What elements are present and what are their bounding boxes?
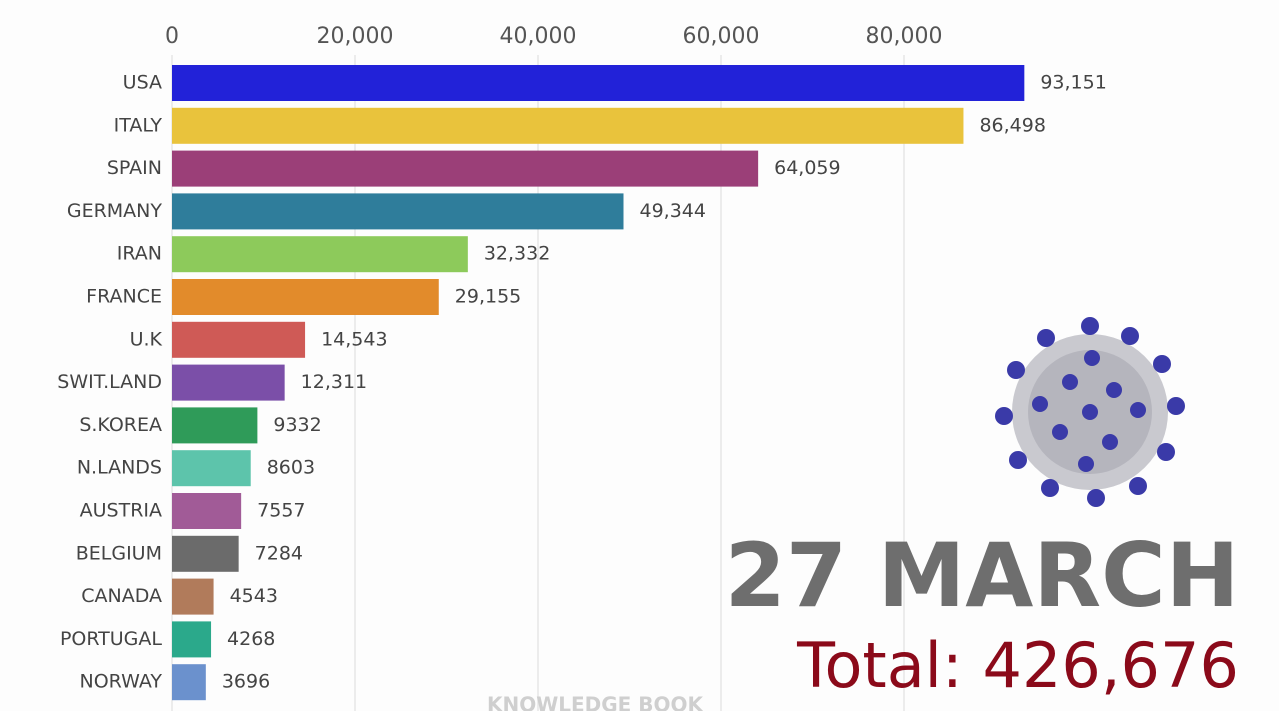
category-label: GERMANY bbox=[67, 200, 163, 222]
value-label: 14,543 bbox=[321, 328, 387, 350]
bar bbox=[172, 107, 964, 144]
x-tick-label: 40,000 bbox=[500, 24, 577, 49]
bars: USA 93,151 ITALY 86,498 SPAIN 64,059 GERMANY 49… bbox=[57, 65, 1107, 701]
category-label: S.KOREA bbox=[79, 414, 162, 436]
virus-icon bbox=[995, 317, 1185, 507]
category-label: BELGIUM bbox=[76, 542, 162, 564]
x-tick-label: 80,000 bbox=[866, 24, 943, 49]
value-label: 7557 bbox=[257, 500, 305, 522]
value-label: 49,344 bbox=[639, 200, 705, 222]
bar bbox=[172, 321, 306, 358]
bar bbox=[172, 65, 1025, 101]
category-label: ITALY bbox=[114, 114, 163, 136]
bar bbox=[172, 407, 258, 444]
bar bbox=[172, 664, 206, 701]
bar bbox=[172, 150, 759, 187]
category-label: CANADA bbox=[81, 585, 162, 607]
bar bbox=[172, 578, 214, 615]
bar bbox=[172, 621, 212, 658]
bar bbox=[172, 364, 285, 401]
value-label: 4268 bbox=[227, 628, 275, 650]
value-label: 3696 bbox=[222, 671, 270, 693]
value-label: 8603 bbox=[267, 457, 315, 479]
value-label: 93,151 bbox=[1040, 72, 1106, 94]
value-label: 7284 bbox=[255, 542, 303, 564]
bar bbox=[172, 236, 468, 273]
value-label: 32,332 bbox=[484, 243, 550, 265]
bar bbox=[172, 279, 439, 315]
category-label: SPAIN bbox=[107, 157, 162, 179]
value-label: 64,059 bbox=[774, 157, 840, 179]
value-label: 9332 bbox=[273, 414, 321, 436]
category-label: U.K bbox=[130, 328, 163, 350]
bar bbox=[172, 493, 242, 529]
value-label: 29,155 bbox=[455, 286, 521, 308]
category-label: NORWAY bbox=[80, 671, 163, 693]
bar bbox=[172, 535, 239, 572]
category-label: AUSTRIA bbox=[80, 500, 162, 522]
total-label: Total: 426,676 bbox=[796, 629, 1239, 702]
category-label: SWIT.LAND bbox=[57, 371, 162, 393]
value-label: 4543 bbox=[230, 585, 278, 607]
category-label: IRAN bbox=[117, 243, 162, 265]
value-label: 12,311 bbox=[301, 371, 367, 393]
bar bbox=[172, 193, 624, 230]
x-tick-label: 0 bbox=[165, 24, 179, 49]
category-label: FRANCE bbox=[86, 286, 162, 308]
category-label: PORTUGAL bbox=[60, 628, 162, 650]
date-label: 27 MARCH bbox=[725, 524, 1240, 627]
category-label: N.LANDS bbox=[77, 457, 162, 479]
category-label: USA bbox=[123, 72, 162, 94]
watermark: KNOWLEDGE BOOK bbox=[487, 693, 705, 712]
value-label: 86,498 bbox=[979, 114, 1045, 136]
bar bbox=[172, 450, 251, 487]
x-tick-label: 20,000 bbox=[317, 24, 394, 49]
x-tick-label: 60,000 bbox=[683, 24, 760, 49]
